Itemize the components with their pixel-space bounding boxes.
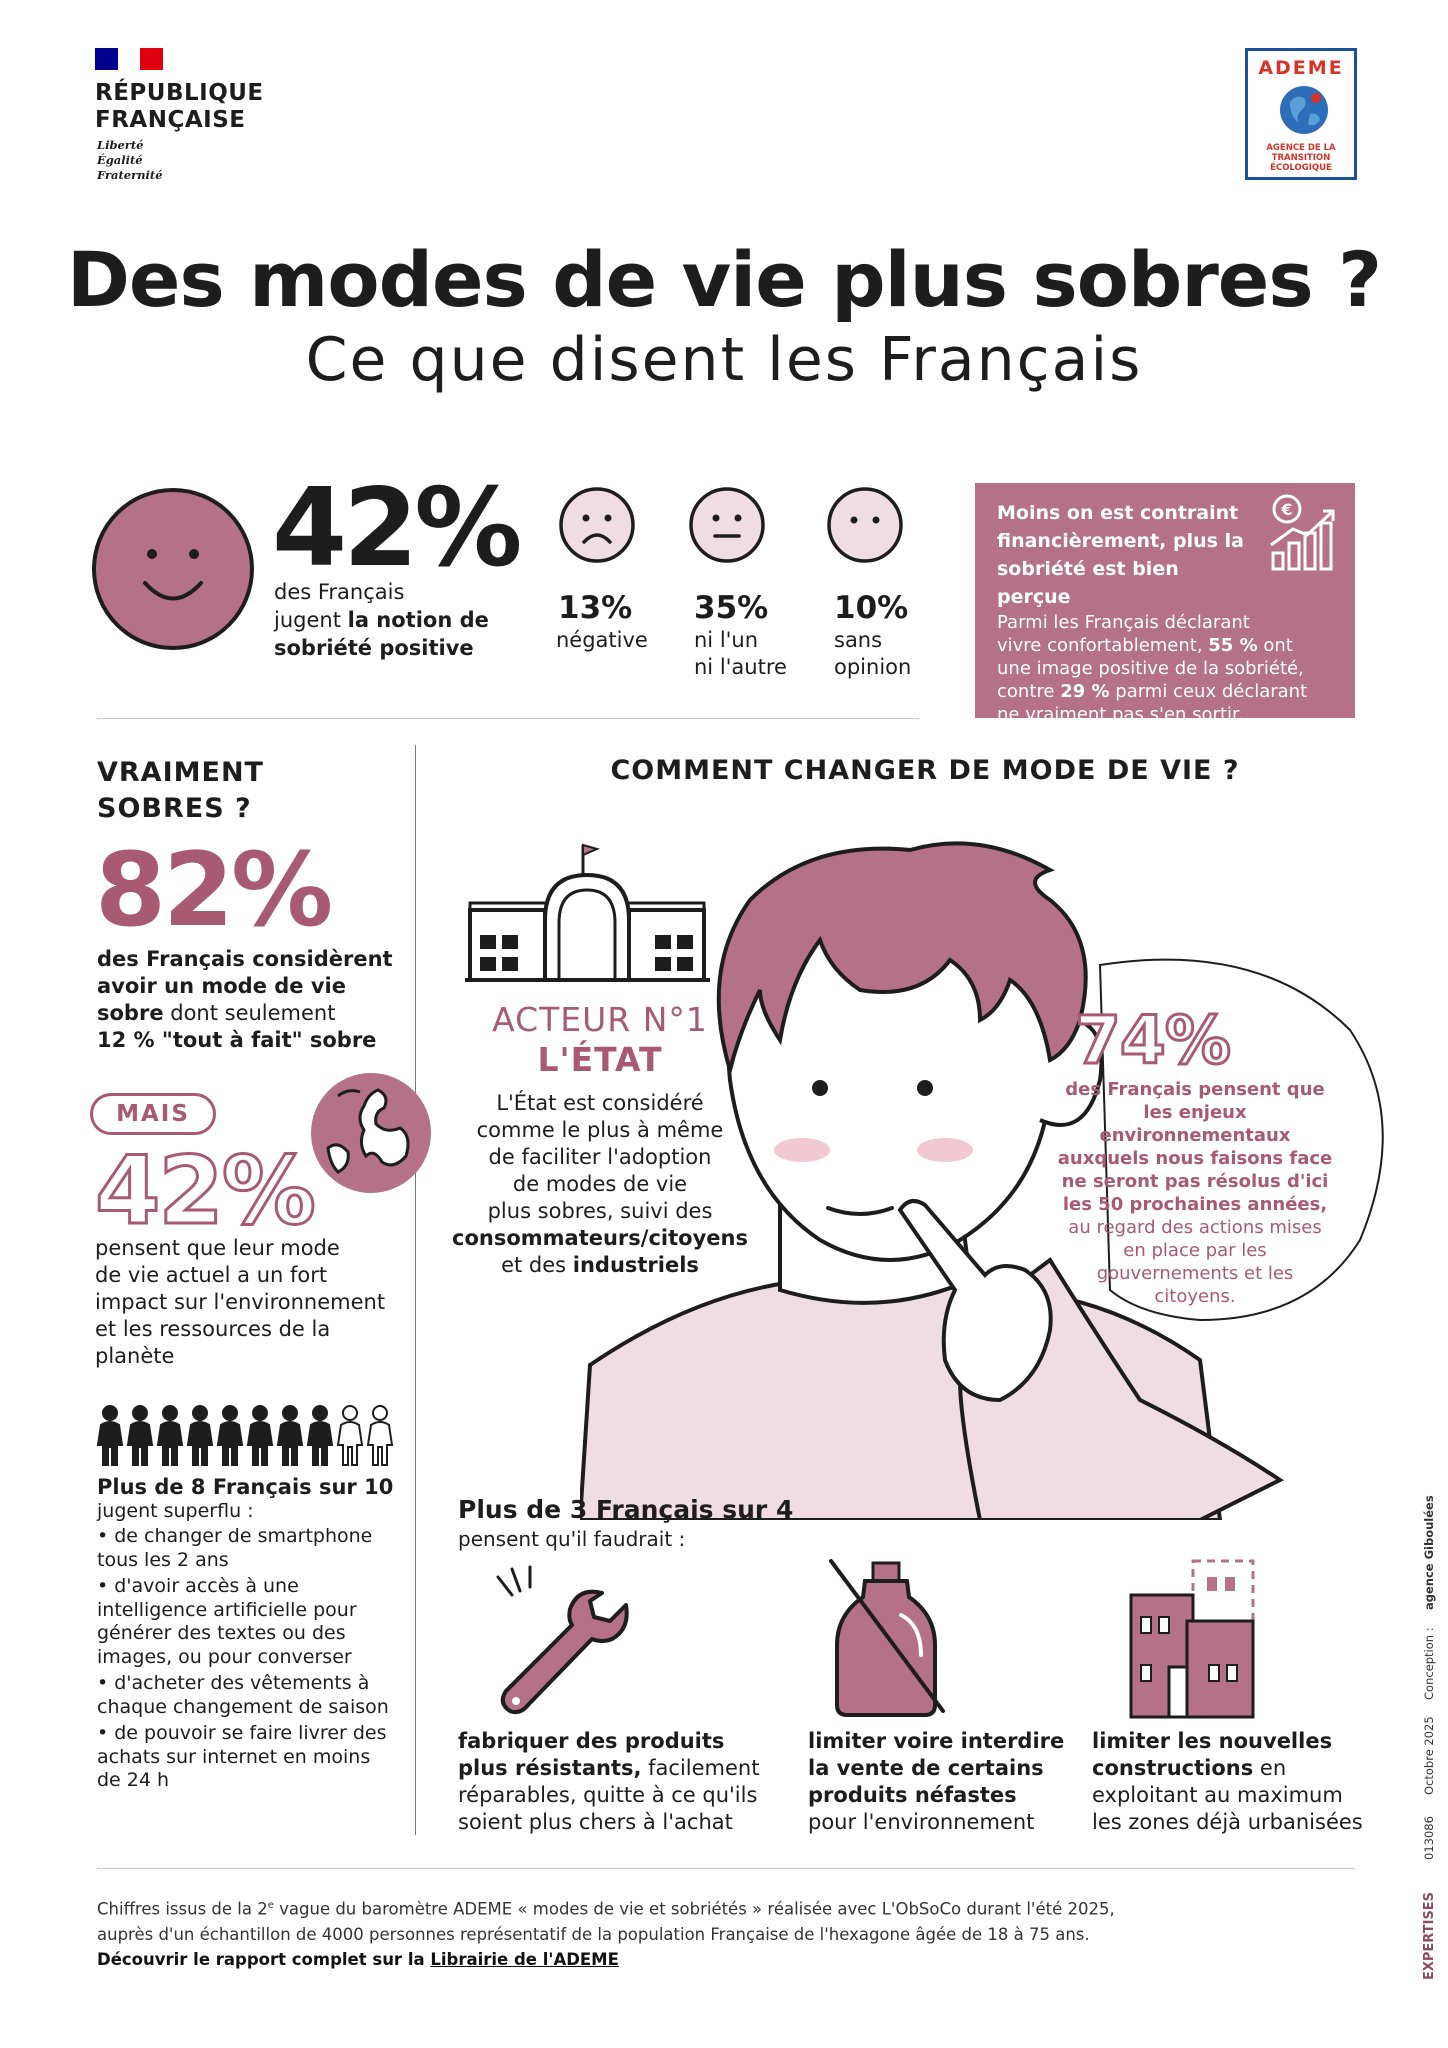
wrench-icon — [496, 1565, 629, 1715]
sober-percentage: 82% — [95, 831, 333, 950]
ademe-subtitle: AGENCE DE LA TRANSITION ÉCOLOGIQUE — [1266, 143, 1336, 173]
parliament-icon — [465, 843, 710, 982]
footer-divider — [97, 1868, 1355, 1869]
column-divider — [415, 745, 416, 1835]
list-item: • d'acheter des vêtements à chaque chang… — [97, 1672, 389, 1718]
measure-limit-construction: limiter les nouvelles constructions en e… — [1092, 1729, 1363, 1834]
buildings-icon — [1129, 1559, 1255, 1719]
smiley-no-opinion-icon — [827, 487, 903, 563]
page-subtitle: Ce que disent les Français — [305, 325, 1143, 395]
svg-text:€: € — [1280, 500, 1292, 519]
side-agency: agence Giboulées — [1422, 1495, 1436, 1610]
person-filled-icon — [126, 1405, 154, 1466]
measure-durable-products: fabriquer des produits plus résistants, … — [458, 1729, 760, 1834]
impact-percentage: 42% — [94, 1137, 318, 1246]
thinking-man-illustration — [580, 841, 1384, 1520]
sober-label: des Français considèrent avoir un mode d… — [97, 947, 393, 1052]
globe-icon — [1280, 86, 1328, 134]
superfluous-sub: jugent superflu : — [97, 1500, 254, 1522]
person-filled-icon — [96, 1405, 124, 1466]
person-filled-icon — [156, 1405, 184, 1466]
challenges-label: des Français pensent que les enjeux envi… — [1057, 1079, 1333, 1307]
smiley-negative-icon — [559, 487, 635, 563]
no-opinion-percentage: 10% — [834, 590, 909, 626]
side-expertises: EXPERTISES — [1422, 1891, 1437, 1980]
no-opinion-label: sans opinion — [834, 628, 912, 679]
positive-label: des Français jugent la notion de sobriét… — [274, 580, 489, 660]
measure-ban-harmful: limiter voire interdire la vente de cert… — [808, 1729, 1065, 1834]
republic-flag — [95, 48, 164, 70]
crossed-bottle-icon — [829, 1559, 945, 1717]
actor-description: L'État est considéré comme le plus à mêm… — [452, 1091, 748, 1277]
challenges-percentage: 74% — [1074, 1002, 1233, 1079]
list-item: • d'avoir accès à une intelligence artif… — [97, 1575, 357, 1668]
side-date: Octobre 2025 — [1422, 1716, 1436, 1795]
section-heading-sobres: VRAIMENT SOBRES ? — [97, 757, 264, 824]
financial-infobox: Moins on est contraint financièrement, p… — [975, 483, 1355, 725]
ademe-logo: ADEME AGENCE DE LA TRANSITION ÉCOLOGIQUE — [1245, 48, 1357, 180]
republic-title: RÉPUBLIQUE FRANÇAISE — [95, 80, 264, 133]
side-conception: Conception : — [1422, 1627, 1436, 1700]
mais-badge: MAIS — [90, 1093, 216, 1135]
side-ref: 013086 — [1422, 1816, 1436, 1860]
list-item: • de pouvoir se faire livrer des achats … — [97, 1722, 387, 1791]
list-item: • de changer de smartphone tous les 2 an… — [97, 1525, 373, 1571]
person-filled-icon — [306, 1405, 334, 1466]
person-filled-icon — [216, 1405, 244, 1466]
page-title: Des modes de vie plus sobres ? — [66, 235, 1382, 324]
footer-sources: Chiffres issus de la 2e vague du baromèt… — [97, 1899, 1115, 1969]
person-filled-icon — [186, 1405, 214, 1466]
section-heading-change: COMMENT CHANGER DE MODE DE VIE ? — [610, 755, 1240, 786]
smiley-positive-icon — [92, 488, 254, 650]
person-filled-icon — [276, 1405, 304, 1466]
impact-label: pensent que leur mode de vie actuel a un… — [95, 1236, 386, 1368]
neutral-label: ni l'un ni l'autre — [694, 628, 787, 679]
people-icons — [96, 1405, 394, 1466]
republic-motto: Liberté Égalité Fraternité — [97, 138, 163, 182]
earth-icon — [311, 1073, 431, 1193]
divider — [97, 718, 919, 719]
negative-label: négative — [556, 628, 648, 652]
superfluous-heading: Plus de 8 Français sur 10 — [97, 1475, 394, 1499]
measures-sub: pensent qu'il faudrait : — [458, 1527, 686, 1551]
negative-percentage: 13% — [558, 590, 633, 626]
positive-percentage: 42% — [272, 466, 523, 591]
superfluous-list: • de changer de smartphone tous les 2 an… — [97, 1525, 397, 1796]
ademe-library-link[interactable]: Librairie de l'ADEME — [430, 1949, 619, 1969]
neutral-percentage: 35% — [694, 590, 769, 626]
person-filled-icon — [246, 1405, 274, 1466]
measures-heading: Plus de 3 Français sur 4 — [458, 1495, 794, 1524]
smiley-neutral-icon — [689, 487, 765, 563]
actor-name: L'ÉTAT — [537, 1040, 663, 1079]
growth-chart-icon: € — [1270, 494, 1335, 571]
ademe-name: ADEME — [1258, 57, 1344, 79]
infobox-heading: Moins on est contraint financièrement, p… — [997, 502, 1244, 608]
actor-label: ACTEUR N°1 — [492, 1000, 708, 1039]
person-outline-icon — [336, 1405, 364, 1466]
person-outline-icon — [366, 1405, 394, 1466]
